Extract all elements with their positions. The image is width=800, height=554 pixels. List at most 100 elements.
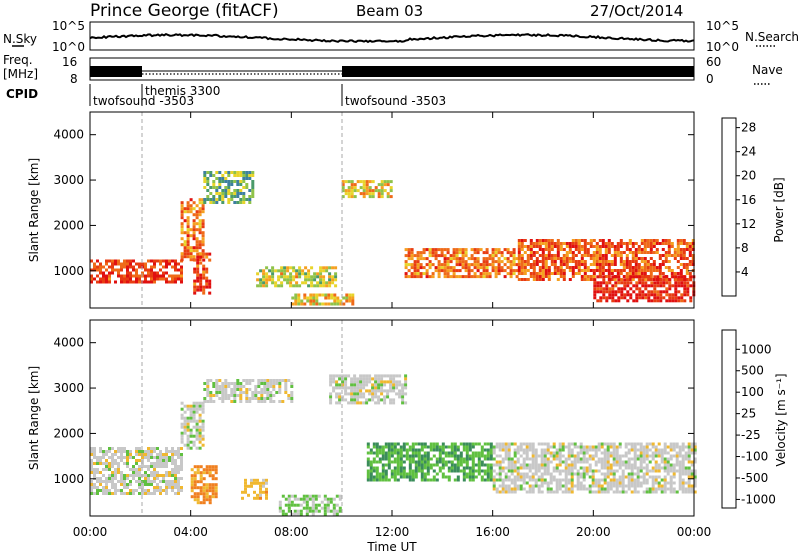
data-cell xyxy=(120,459,123,462)
data-cell xyxy=(604,263,608,266)
data-cell xyxy=(344,180,348,184)
data-cell xyxy=(541,242,545,245)
data-cell xyxy=(434,248,438,252)
data-cell xyxy=(105,280,108,284)
data-cell xyxy=(631,254,635,257)
data-cell xyxy=(126,465,129,468)
data-cell xyxy=(341,377,345,381)
data-cell xyxy=(567,487,571,491)
data-cell xyxy=(233,171,237,174)
data-cell xyxy=(510,460,514,464)
data-cell xyxy=(350,386,354,390)
data-cell xyxy=(449,257,453,261)
data-cell xyxy=(600,490,604,494)
data-cell xyxy=(633,472,637,476)
data-cell xyxy=(123,483,126,486)
data-cell xyxy=(168,280,171,284)
data-cell xyxy=(555,463,559,467)
data-cell xyxy=(287,394,291,397)
data-cell xyxy=(568,278,572,281)
data-cell xyxy=(384,454,388,458)
data-cell xyxy=(650,293,654,297)
data-cell xyxy=(211,468,215,472)
data-cell xyxy=(654,466,658,470)
data-cell xyxy=(241,496,244,500)
data-cell xyxy=(404,383,408,387)
data-cell xyxy=(652,239,656,242)
data-cell xyxy=(297,296,301,300)
date-title: 27/Oct/2014 xyxy=(590,2,683,20)
data-cell xyxy=(588,484,592,488)
data-cell xyxy=(196,495,200,499)
data-cell xyxy=(515,263,519,267)
data-cell xyxy=(411,472,415,476)
data-cell xyxy=(319,278,323,282)
data-cell xyxy=(203,397,207,400)
data-cell xyxy=(677,284,681,288)
data-cell xyxy=(192,419,196,423)
data-cell xyxy=(512,257,516,261)
data-cell xyxy=(386,192,390,196)
data-cell xyxy=(432,442,436,446)
data-cell xyxy=(544,257,548,260)
data-cell xyxy=(183,240,187,244)
data-cell xyxy=(549,451,553,455)
data-cell xyxy=(407,257,411,261)
data-cell xyxy=(218,186,222,189)
data-cell xyxy=(174,265,177,269)
data-cell xyxy=(547,269,551,272)
data-cell xyxy=(559,266,563,269)
data-cell xyxy=(529,245,533,248)
data-cell xyxy=(203,388,207,391)
data-cell xyxy=(618,478,622,482)
colorbar-tick-label: 25 xyxy=(741,407,756,421)
data-cell xyxy=(206,183,210,186)
x-tick-label: 00:00 xyxy=(677,525,712,539)
data-cell xyxy=(193,285,197,289)
data-cell xyxy=(186,243,190,247)
data-cell xyxy=(224,192,228,195)
data-cell xyxy=(599,299,603,303)
data-cell xyxy=(214,483,218,487)
data-cell xyxy=(497,269,501,273)
data-cell xyxy=(471,445,475,449)
data-cell xyxy=(211,489,215,493)
data-cell xyxy=(147,474,150,477)
data-cell xyxy=(450,442,454,446)
data-cell xyxy=(162,453,165,456)
data-cell xyxy=(366,475,370,479)
data-cell xyxy=(369,466,373,470)
data-cell xyxy=(369,478,373,482)
data-cell xyxy=(205,483,209,487)
data-cell xyxy=(604,260,608,263)
data-cell xyxy=(96,280,99,284)
data-cell xyxy=(624,460,628,464)
data-cell xyxy=(677,275,681,279)
data-cell xyxy=(613,260,617,263)
data-cell xyxy=(654,478,658,482)
data-cell xyxy=(576,457,580,461)
data-cell xyxy=(159,456,162,459)
data-cell xyxy=(654,448,658,452)
data-cell xyxy=(679,269,683,272)
data-cell xyxy=(621,484,625,488)
data-cell xyxy=(319,272,323,276)
data-cell xyxy=(196,270,200,274)
data-cell xyxy=(307,272,311,276)
data-cell xyxy=(440,263,444,267)
data-cell xyxy=(538,275,542,278)
data-cell xyxy=(227,397,231,400)
data-cell xyxy=(559,245,563,248)
data-cell xyxy=(523,269,527,272)
data-cell xyxy=(398,374,402,378)
data-cell xyxy=(325,266,329,270)
data-cell xyxy=(555,448,559,452)
data-cell xyxy=(132,265,135,269)
data-cell xyxy=(214,468,218,472)
data-cell xyxy=(532,254,536,257)
data-cell xyxy=(555,484,559,488)
data-cell xyxy=(486,472,490,476)
data-cell xyxy=(491,254,495,258)
data-cell xyxy=(667,269,671,272)
data-cell xyxy=(96,268,99,272)
